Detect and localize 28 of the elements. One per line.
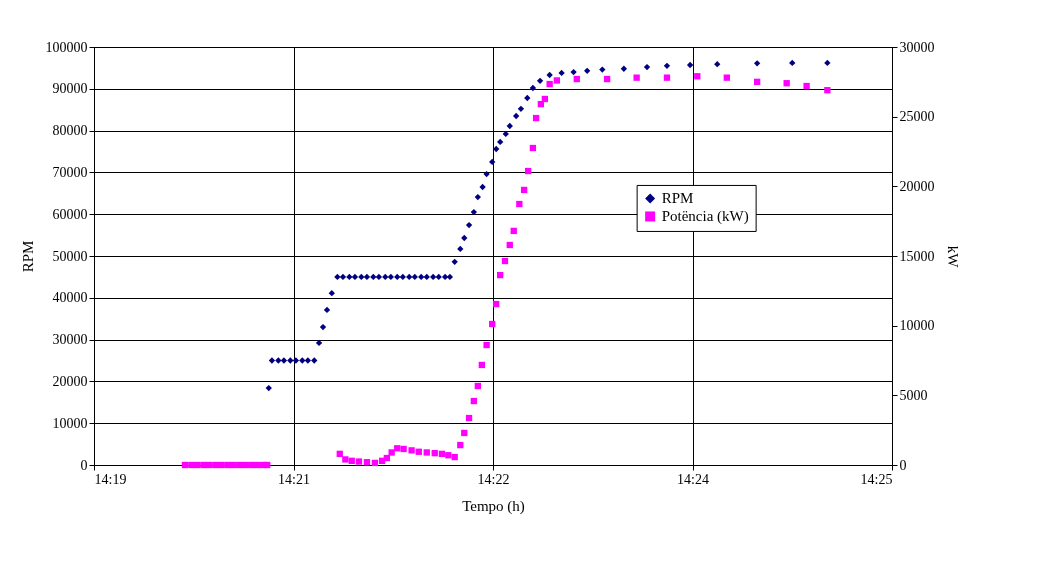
legend-label: RPM (661, 190, 694, 207)
y-tick-label: 20000 (52, 373, 88, 389)
y-axis-title: RPM (19, 240, 36, 273)
y-tick-label: 0 (80, 457, 88, 473)
y2-tick-label: 20000 (899, 178, 935, 194)
y-tick-label: 50000 (52, 248, 88, 264)
x-axis-title: Tempo (h) (462, 497, 525, 515)
y-tick-label: 90000 (52, 81, 88, 97)
y2-tick-label: 0 (899, 457, 907, 473)
x-tick-label: 14:24 (677, 471, 709, 487)
x-tick-label: 14:19 (94, 471, 127, 487)
legend-label: Potëncia (kW) (661, 208, 749, 226)
y-tick-label: 10000 (52, 415, 88, 431)
x-tick-label: 14:25 (860, 471, 893, 487)
y-tick-label: 40000 (52, 290, 88, 306)
y-tick-label: 30000 (52, 332, 88, 348)
y-tick-label: 80000 (52, 123, 88, 139)
y2-tick-label: 5000 (899, 387, 928, 403)
y-tick-label: 60000 (52, 206, 88, 222)
y-tick-label: 100000 (45, 39, 88, 55)
x-tick-label: 14:21 (278, 471, 310, 487)
y-tick-label: 70000 (52, 164, 88, 180)
y2-tick-label: 25000 (899, 109, 935, 125)
y2-tick-label: 10000 (899, 318, 935, 334)
y2-tick-label: 30000 (899, 39, 935, 55)
y2-tick-label: 15000 (899, 248, 935, 264)
y2-axis-title: kW (944, 245, 961, 269)
x-tick-label: 14:22 (477, 471, 510, 487)
